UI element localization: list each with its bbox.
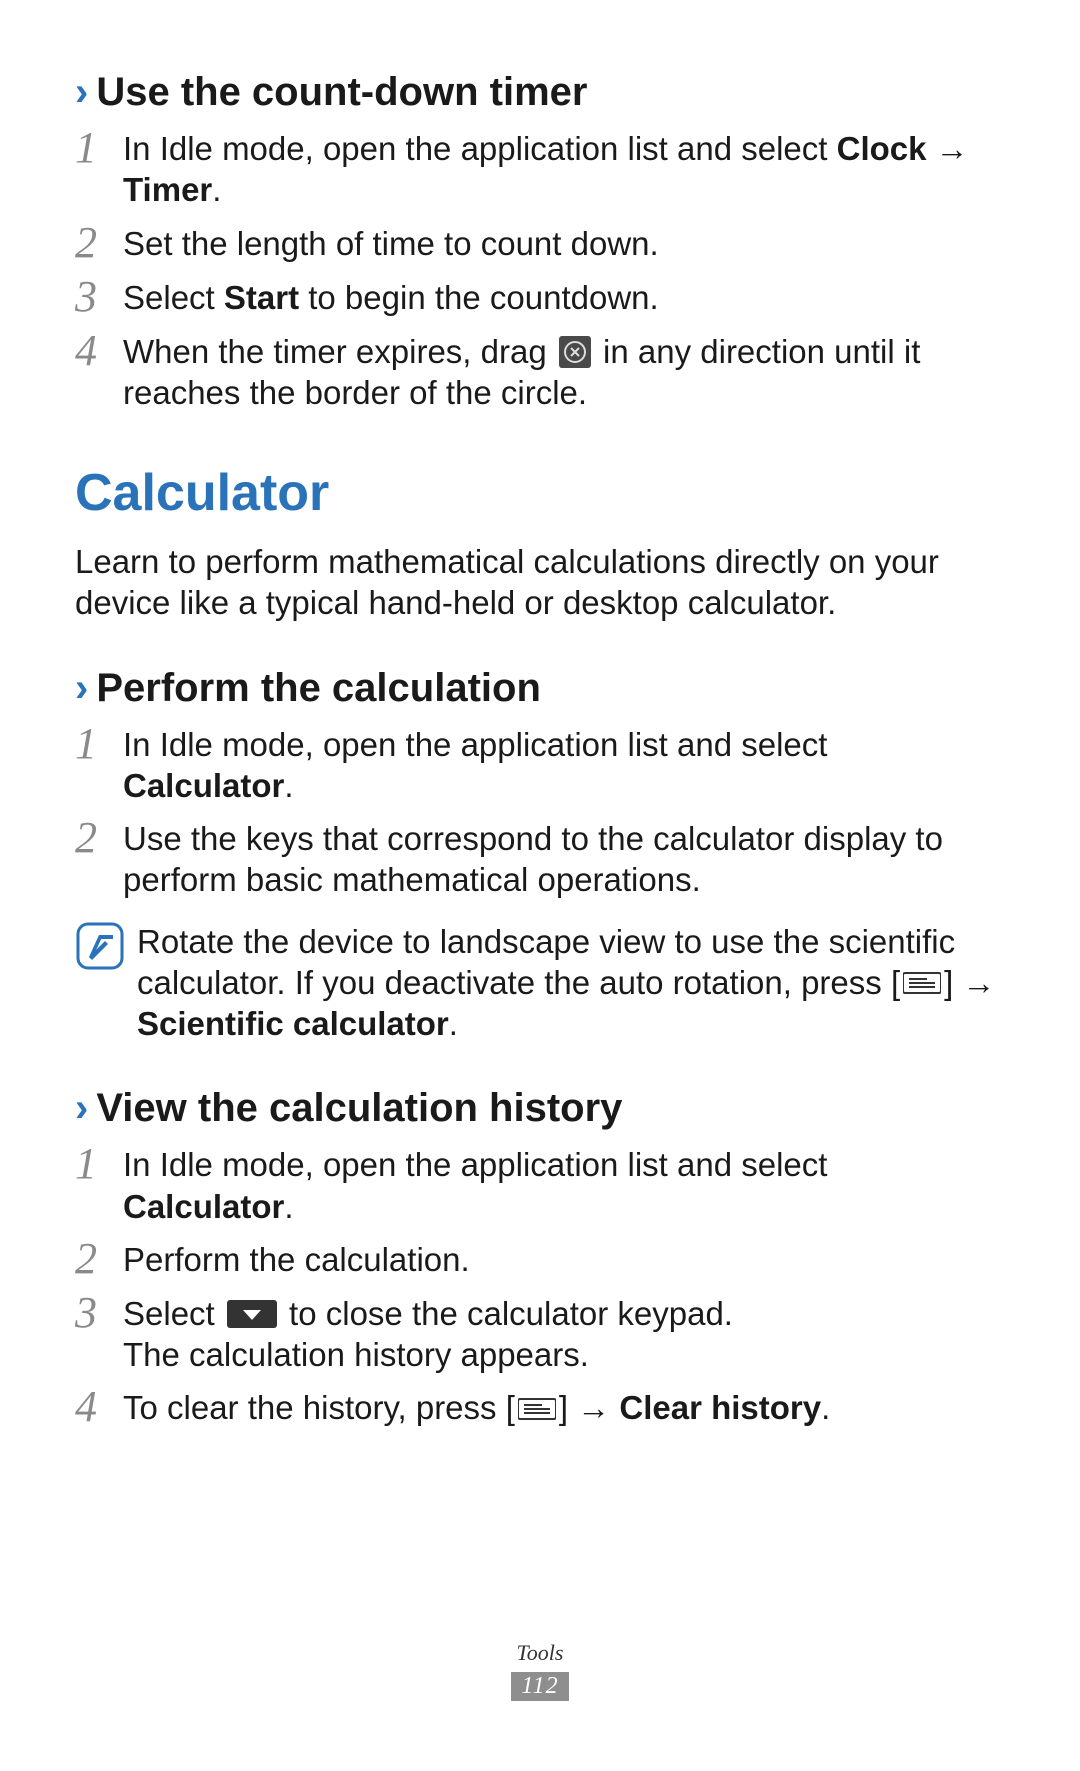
calculator-intro: Learn to perform mathematical calculatio…: [75, 541, 1005, 624]
section-perform-heading: › Perform the calculation: [75, 666, 1005, 710]
step-text: Set the length of time to count down.: [123, 223, 1005, 264]
step-item: Select to close the calculator keypad. T…: [75, 1293, 1005, 1376]
step-item: In Idle mode, open the application list …: [75, 724, 1005, 807]
step-item: Select Start to begin the countdown.: [75, 277, 1005, 319]
step-item: In Idle mode, open the application list …: [75, 128, 1005, 211]
chevron-icon: ›: [75, 668, 88, 708]
step-text: Use the keys that correspond to the calc…: [123, 818, 1005, 901]
step-text: In Idle mode, open the application list …: [123, 724, 1005, 807]
step-text: Select Start to begin the countdown.: [123, 277, 1005, 318]
footer-category: Tools: [0, 1640, 1080, 1666]
section-history-heading: › View the calculation history: [75, 1086, 1005, 1130]
step-item: Perform the calculation.: [75, 1239, 1005, 1281]
note-icon: [75, 921, 127, 976]
step-item: Set the length of time to count down.: [75, 223, 1005, 265]
step-text: In Idle mode, open the application list …: [123, 1144, 1005, 1227]
step-text: Select to close the calculator keypad. T…: [123, 1293, 1005, 1376]
dropdown-icon: [227, 1300, 277, 1328]
step-text: Perform the calculation.: [123, 1239, 1005, 1280]
chevron-icon: ›: [75, 72, 88, 112]
chevron-icon: ›: [75, 1088, 88, 1128]
note-scientific: Rotate the device to landscape view to u…: [75, 921, 1005, 1045]
step-item: To clear the history, press [ ] → Clear …: [75, 1387, 1005, 1429]
perform-steps: In Idle mode, open the application list …: [75, 724, 1005, 901]
countdown-steps: In Idle mode, open the application list …: [75, 128, 1005, 413]
note-text: Rotate the device to landscape view to u…: [137, 921, 1005, 1045]
menu-icon: [518, 1397, 556, 1421]
section-title: Use the count-down timer: [96, 70, 587, 114]
section-title: Perform the calculation: [96, 666, 541, 710]
step-item: Use the keys that correspond to the calc…: [75, 818, 1005, 901]
history-steps: In Idle mode, open the application list …: [75, 1144, 1005, 1429]
step-item: In Idle mode, open the application list …: [75, 1144, 1005, 1227]
step-item: When the timer expires, drag in any dire…: [75, 331, 1005, 414]
step-text: To clear the history, press [ ] → Clear …: [123, 1387, 1005, 1428]
dismiss-circle-icon: [559, 336, 591, 368]
step-text: When the timer expires, drag in any dire…: [123, 331, 1005, 414]
section-title: View the calculation history: [96, 1086, 622, 1130]
menu-icon: [903, 971, 941, 995]
calculator-heading: Calculator: [75, 463, 1005, 523]
page-number: 112: [511, 1672, 568, 1701]
step-text: In Idle mode, open the application list …: [123, 128, 1005, 211]
page-footer: Tools 112: [0, 1640, 1080, 1701]
section-countdown-heading: › Use the count-down timer: [75, 70, 1005, 114]
